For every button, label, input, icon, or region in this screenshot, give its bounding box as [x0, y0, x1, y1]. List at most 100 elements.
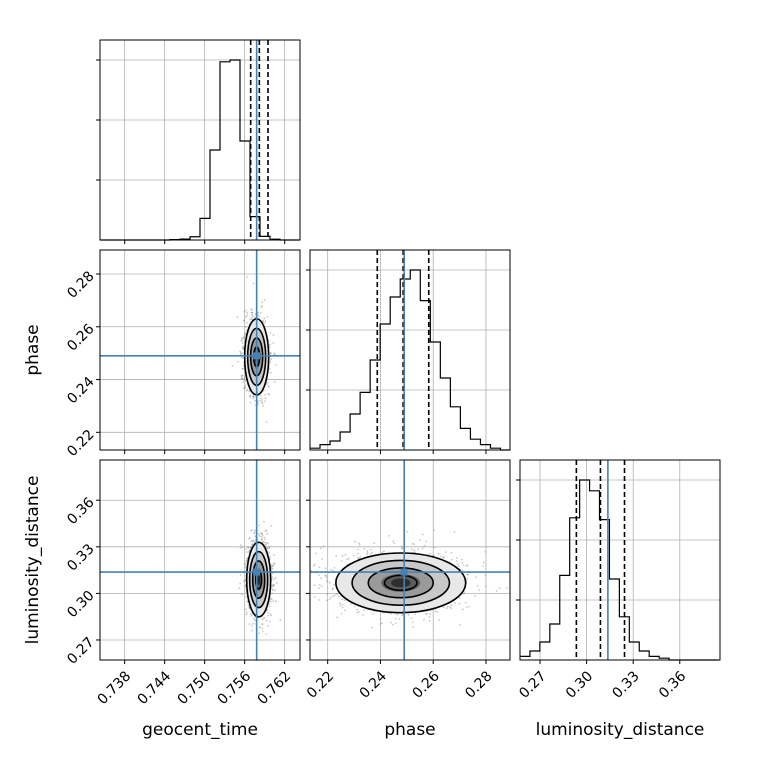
- scatter-geocent_time-luminosity_distance-point: [261, 618, 264, 621]
- scatter-geocent_time-phase-point: [261, 306, 264, 308]
- scatter-phase-luminosity_distance-point: [356, 608, 358, 611]
- scatter-phase-luminosity_distance-density-4: [391, 578, 411, 588]
- scatter-geocent_time-phase-point: [258, 315, 260, 318]
- scatter-phase-luminosity_distance-point: [339, 604, 342, 607]
- scatter-geocent_time-luminosity_distance-contour-3: [245, 541, 272, 618]
- scatter-phase-luminosity_distance-point: [465, 565, 468, 567]
- hist-phase-frame: [309, 249, 511, 451]
- scatter-phase-luminosity_distance-point: [313, 584, 316, 587]
- scatter-geocent_time-luminosity_distance-point: [269, 601, 272, 603]
- scatter-phase-luminosity_distance-point: [363, 609, 365, 611]
- scatter-geocent_time-luminosity_distance-point: [248, 536, 251, 539]
- scatter-phase-luminosity_distance-point: [357, 552, 360, 555]
- scatter-phase-luminosity_distance-point: [434, 610, 437, 613]
- scatter-geocent_time-phase-point: [252, 395, 254, 398]
- scatter-geocent_time-luminosity_distance-point: [261, 532, 264, 535]
- scatter-phase-luminosity_distance-point: [462, 593, 465, 595]
- scatter-geocent_time-luminosity_distance-panel: [96, 459, 301, 664]
- xtick-label-geocent_time: 0.756: [215, 668, 255, 708]
- scatter-phase-luminosity_distance-point: [388, 534, 390, 537]
- scatter-geocent_time-luminosity_distance-point: [245, 564, 247, 567]
- xtick-label-luminosity_distance: 0.30: [563, 668, 596, 701]
- scatter-phase-luminosity_distance-point: [335, 555, 337, 557]
- scatter-geocent_time-luminosity_distance-point: [239, 546, 242, 549]
- scatter-phase-luminosity_distance-contour-2: [351, 559, 451, 606]
- scatter-phase-luminosity_distance-point: [333, 583, 335, 586]
- scatter-geocent_time-phase-point: [251, 309, 254, 311]
- scatter-phase-luminosity_distance-point: [325, 576, 328, 579]
- scatter-geocent_time-phase-point: [246, 322, 248, 324]
- scatter-geocent_time-phase-point: [250, 311, 253, 314]
- scatter-phase-luminosity_distance-point: [318, 566, 321, 569]
- scatter-geocent_time-luminosity_distance-point: [239, 574, 242, 576]
- scatter-phase-luminosity_distance-point: [318, 574, 320, 577]
- scatter-geocent_time-luminosity_distance-point: [266, 608, 269, 611]
- scatter-phase-luminosity_distance-point: [352, 554, 355, 557]
- scatter-geocent_time-luminosity_distance-point: [250, 612, 252, 615]
- scatter-phase-luminosity_distance-point: [357, 556, 359, 559]
- scatter-phase-luminosity_distance-point: [344, 553, 347, 556]
- scatter-phase-luminosity_distance-point: [443, 556, 445, 558]
- scatter-geocent_time-phase-point: [242, 381, 244, 383]
- scatter-phase-luminosity_distance-point: [332, 595, 334, 598]
- scatter-phase-luminosity_distance-point: [455, 560, 458, 562]
- scatter-phase-luminosity_distance-point: [459, 624, 461, 626]
- hist-luminosity_distance-step: [520, 479, 719, 661]
- scatter-geocent_time-luminosity_distance-point: [273, 562, 276, 565]
- scatter-phase-luminosity_distance-point: [456, 563, 459, 566]
- scatter-geocent_time-luminosity_distance-point: [271, 568, 273, 570]
- scatter-geocent_time-phase-point: [244, 333, 247, 336]
- hist-phase-panel: [306, 249, 511, 454]
- scatter-phase-luminosity_distance-point: [461, 562, 464, 564]
- scatter-phase-luminosity_distance-point: [444, 551, 447, 553]
- scatter-phase-luminosity_distance-point: [466, 573, 468, 576]
- scatter-phase-luminosity_distance-point: [366, 553, 369, 556]
- scatter-phase-luminosity_distance-point: [428, 619, 431, 622]
- scatter-phase-luminosity_distance-point: [324, 567, 327, 570]
- scatter-geocent_time-luminosity_distance-point: [254, 619, 256, 622]
- scatter-phase-luminosity_distance-frame: [309, 459, 511, 661]
- scatter-phase-luminosity_distance-point: [417, 548, 419, 550]
- scatter-phase-luminosity_distance-point: [340, 612, 343, 615]
- scatter-geocent_time-luminosity_distance-point: [271, 564, 274, 567]
- scatter-geocent_time-luminosity_distance-point: [267, 542, 269, 545]
- scatter-phase-luminosity_distance-point: [466, 577, 469, 580]
- scatter-geocent_time-luminosity_distance-point: [248, 623, 251, 625]
- scatter-phase-luminosity_distance-point: [412, 543, 415, 545]
- scatter-geocent_time-luminosity_distance-point: [271, 585, 274, 587]
- scatter-phase-luminosity_distance-point: [369, 553, 372, 555]
- scatter-geocent_time-luminosity_distance-point: [268, 556, 271, 558]
- scatter-geocent_time-luminosity_distance-point: [270, 614, 272, 617]
- scatter-geocent_time-luminosity_distance-point: [268, 545, 271, 548]
- scatter-geocent_time-phase-point: [267, 385, 270, 387]
- scatter-geocent_time-luminosity_distance-point: [239, 582, 242, 585]
- scatter-geocent_time-phase-point: [251, 313, 254, 316]
- scatter-geocent_time-luminosity_distance-point: [241, 546, 244, 549]
- scatter-phase-luminosity_distance-point: [411, 621, 414, 624]
- scatter-geocent_time-phase-point: [264, 397, 267, 400]
- scatter-geocent_time-phase-point: [244, 326, 247, 328]
- xtick-label-phase: 0.22: [304, 668, 337, 701]
- scatter-phase-luminosity_distance-point: [333, 567, 336, 569]
- scatter-geocent_time-phase-point: [263, 317, 266, 320]
- scatter-geocent_time-phase-point: [269, 352, 272, 355]
- scatter-geocent_time-phase-point: [250, 308, 252, 310]
- scatter-geocent_time-phase-point: [239, 353, 242, 356]
- scatter-geocent_time-phase-point: [240, 356, 243, 359]
- scatter-geocent_time-luminosity_distance-point: [263, 520, 265, 523]
- xtick-label-phase: 0.24: [357, 668, 390, 701]
- scatter-phase-luminosity_distance-point: [320, 577, 322, 580]
- scatter-phase-luminosity_distance-point: [328, 598, 331, 601]
- scatter-phase-luminosity_distance-point: [353, 605, 356, 608]
- scatter-geocent_time-luminosity_distance-point: [269, 620, 272, 623]
- scatter-geocent_time-luminosity_distance-point: [261, 534, 264, 537]
- scatter-geocent_time-luminosity_distance-point: [271, 589, 274, 592]
- scatter-phase-luminosity_distance-point: [358, 611, 360, 613]
- scatter-phase-luminosity_distance-point: [419, 539, 421, 542]
- scatter-phase-luminosity_distance-point: [393, 542, 396, 545]
- xtick-label-geocent_time: 0.750: [175, 668, 215, 708]
- scatter-phase-luminosity_distance-point: [354, 540, 356, 543]
- scatter-phase-luminosity_distance-point: [401, 614, 404, 617]
- ytick-label-luminosity_distance: 0.27: [64, 634, 97, 667]
- scatter-geocent_time-luminosity_distance-point: [250, 625, 253, 627]
